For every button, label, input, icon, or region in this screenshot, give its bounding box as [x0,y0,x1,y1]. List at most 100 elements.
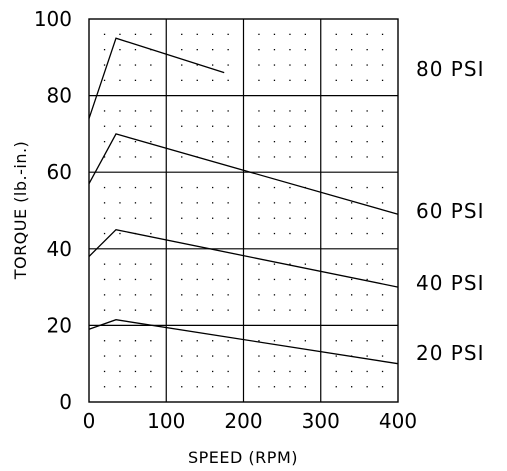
x-tick-label: 300 [302,409,340,433]
grid-dot [119,141,121,143]
grid-dot [351,232,353,235]
grid-dot [258,278,260,281]
grid-dot [181,202,183,204]
grid-dot [212,263,214,265]
grid-dot [150,294,152,296]
grid-dot [335,355,337,357]
grid-dot [227,340,229,342]
grid-dot [134,141,137,143]
grid-dot [289,232,291,235]
grid-dot [119,340,121,342]
grid-dot [273,232,276,235]
grid-dot [335,232,337,235]
grid-dot [196,386,198,388]
grid-dot [304,79,306,81]
grid-dot [212,340,214,342]
grid-dot [227,355,229,357]
grid-dot [150,355,152,357]
grid-dot [196,186,198,189]
grid-dot [196,141,198,143]
grid-dot [273,186,276,189]
grid-dot [227,125,229,127]
grid-dot [134,79,137,81]
grid-dot [289,278,291,281]
grid-dot [273,110,276,112]
grid-dot [335,309,337,311]
grid-dot [181,141,183,143]
grid-dot [103,202,106,204]
grid-dot [134,263,137,265]
x-tick-label: 100 [147,409,185,433]
series-line [88,37,225,119]
grid-dot [227,186,229,189]
grid-dot [103,370,106,373]
grid-dot [366,49,368,51]
grid-dot [351,217,353,219]
grid-dot [366,79,368,81]
grid-dot [212,79,214,81]
grid-dot [335,79,337,81]
grid-dot [381,278,384,281]
grid-dot [289,79,291,81]
grid-dot [335,370,337,373]
grid-dot [196,79,198,81]
grid-dot [181,278,183,281]
grid-dot [351,294,353,296]
grid-dot [212,125,214,127]
grid-dot [304,278,306,281]
grid-dot [335,263,337,265]
grid-dot [212,156,214,158]
grid-dot [335,340,337,342]
grid-dot [273,64,276,66]
grid-dot [119,186,121,189]
grid-dot [150,33,152,35]
grid-dot [366,156,368,158]
grid-dot [134,64,137,66]
grid-dot [212,232,214,235]
grid-dot [381,141,384,143]
grid-dot [134,49,137,51]
grid-dot [304,125,306,127]
grid-dot [273,370,276,373]
grid-dot [381,202,384,204]
grid-dot [351,110,353,112]
grid-dot [196,263,198,265]
grid-dot [150,186,152,189]
grid-dot [196,125,198,127]
grid-dot [335,110,337,112]
x-axis-label: SPEED (RPM) [188,448,298,467]
grid-dot [181,49,183,51]
grid-dot [335,386,337,388]
grid-dot [150,64,152,66]
grid-dot [335,64,337,66]
grid-dot [212,278,214,281]
grid-dot [304,64,306,66]
grid-dot [181,386,183,388]
grid-dot [381,79,384,81]
grid-dot [150,217,152,219]
grid-dot [335,156,337,158]
grid-dot [212,309,214,311]
grid-dot [134,125,137,127]
grid-dot [289,202,291,204]
grid-dot [381,156,384,158]
grid-dot [258,217,260,219]
grid-dot [227,278,229,281]
grid-dot [351,278,353,281]
grid-dot [366,294,368,296]
grid-dot [351,156,353,158]
grid-dot [258,386,260,388]
grid-dot [335,49,337,51]
grid-dot [103,340,106,342]
grid-dot [119,202,121,204]
grid-dot [134,309,137,311]
grid-dot [304,294,306,296]
grid-dot [227,309,229,311]
grid-dot [150,309,152,311]
grid-dot [258,110,260,112]
grid-dot [119,156,121,158]
grid-dot [351,186,353,189]
grid-dot [196,217,198,219]
grid-dot [196,64,198,66]
